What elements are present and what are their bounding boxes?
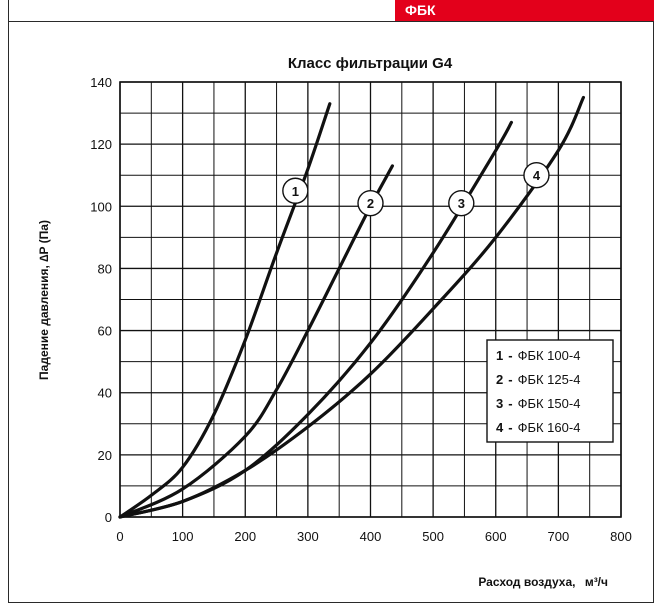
curve-marker-circle (357, 189, 384, 217)
curve-marker-4: 4 (523, 162, 550, 189)
legend-entry: 1- ФБК 100-4 (496, 348, 580, 363)
curve-markers: 1 2 3 4 (282, 162, 550, 217)
curve-marker-label: 1 (292, 184, 299, 199)
y-tick-label: 40 (98, 386, 112, 401)
y-tick-label: 100 (90, 199, 112, 214)
y-tick-label: 60 (98, 324, 112, 339)
legend-entry-label: ФБК 100-4 (518, 348, 581, 363)
x-tick-label: 200 (234, 529, 256, 544)
series-curves (118, 95, 585, 519)
x-tick-label: 100 (172, 529, 194, 544)
x-tick-label: 500 (422, 529, 444, 544)
x-tick-label: 0 (116, 529, 123, 544)
y-tick-label: 140 (90, 75, 112, 90)
x-tick-label: 700 (548, 529, 570, 544)
x-axis-label: Расход воздуха, м³/ч (478, 575, 608, 589)
curve-marker-label: 4 (533, 168, 541, 183)
legend-entry-dash: - (508, 348, 512, 363)
legend-entry: 3- ФБК 150-4 (496, 396, 580, 411)
x-tick-label: 800 (610, 529, 632, 544)
x-axis-label-text: Расход воздуха, (478, 575, 575, 589)
chart-legend: 1- ФБК 100-42- ФБК 125-43- ФБК 150-44- ФБК 1… (486, 339, 614, 443)
curve-marker-circle (282, 177, 309, 204)
chart-frame (8, 0, 654, 603)
curve-marker-label: 3 (458, 196, 465, 211)
y-tick-label: 0 (105, 510, 112, 525)
legend-entry-dash: - (508, 372, 512, 387)
legend-entry-number: 4 (496, 420, 504, 435)
curve-marker-1: 1 (282, 177, 309, 204)
tick-labels: 0 100 200 300 400 500 600 700 800 0 20 40 60 80 100 120… (90, 75, 632, 544)
chart-grid (119, 81, 622, 518)
chart-title: Класс фильтрации G4 (288, 55, 453, 72)
product-badge: ФБК (395, 0, 654, 21)
series-line-3 (118, 120, 513, 519)
y-tick-label: 80 (98, 261, 112, 276)
series-line-4 (118, 95, 585, 519)
y-tick-label: 120 (90, 137, 112, 152)
x-tick-label: 300 (297, 529, 319, 544)
y-tick-label: 20 (98, 448, 112, 463)
legend-entry-number: 1 (496, 348, 503, 363)
legend-entry-number: 2 (496, 372, 503, 387)
curve-marker-label: 2 (367, 196, 374, 211)
legend-box (486, 339, 614, 443)
legend-entry-number: 3 (496, 396, 503, 411)
x-tick-label: 400 (360, 529, 382, 544)
legend-entry-dash: - (508, 396, 512, 411)
curve-marker-circle (448, 189, 475, 217)
legend-entry-label: ФБК 125-4 (518, 372, 581, 387)
header-rule (8, 21, 654, 22)
y-axis-label: Падение давления, ∆P (Па) (37, 220, 51, 380)
legend-entry-label: ФБК 160-4 (518, 420, 581, 435)
plot-border (119, 81, 622, 518)
curve-marker-circle (523, 162, 550, 189)
curve-marker-3: 3 (448, 189, 475, 217)
series-line-1 (118, 102, 332, 519)
series-line-2 (118, 164, 394, 519)
x-tick-label: 600 (485, 529, 507, 544)
x-axis-unit: м³/ч (585, 575, 608, 589)
legend-entry-label: ФБК 150-4 (518, 396, 581, 411)
curve-marker-2: 2 (357, 189, 384, 217)
legend-entry: 2- ФБК 125-4 (496, 372, 580, 387)
legend-entry-dash: - (508, 420, 512, 435)
legend-entry: 4- ФБК 160-4 (496, 420, 580, 435)
